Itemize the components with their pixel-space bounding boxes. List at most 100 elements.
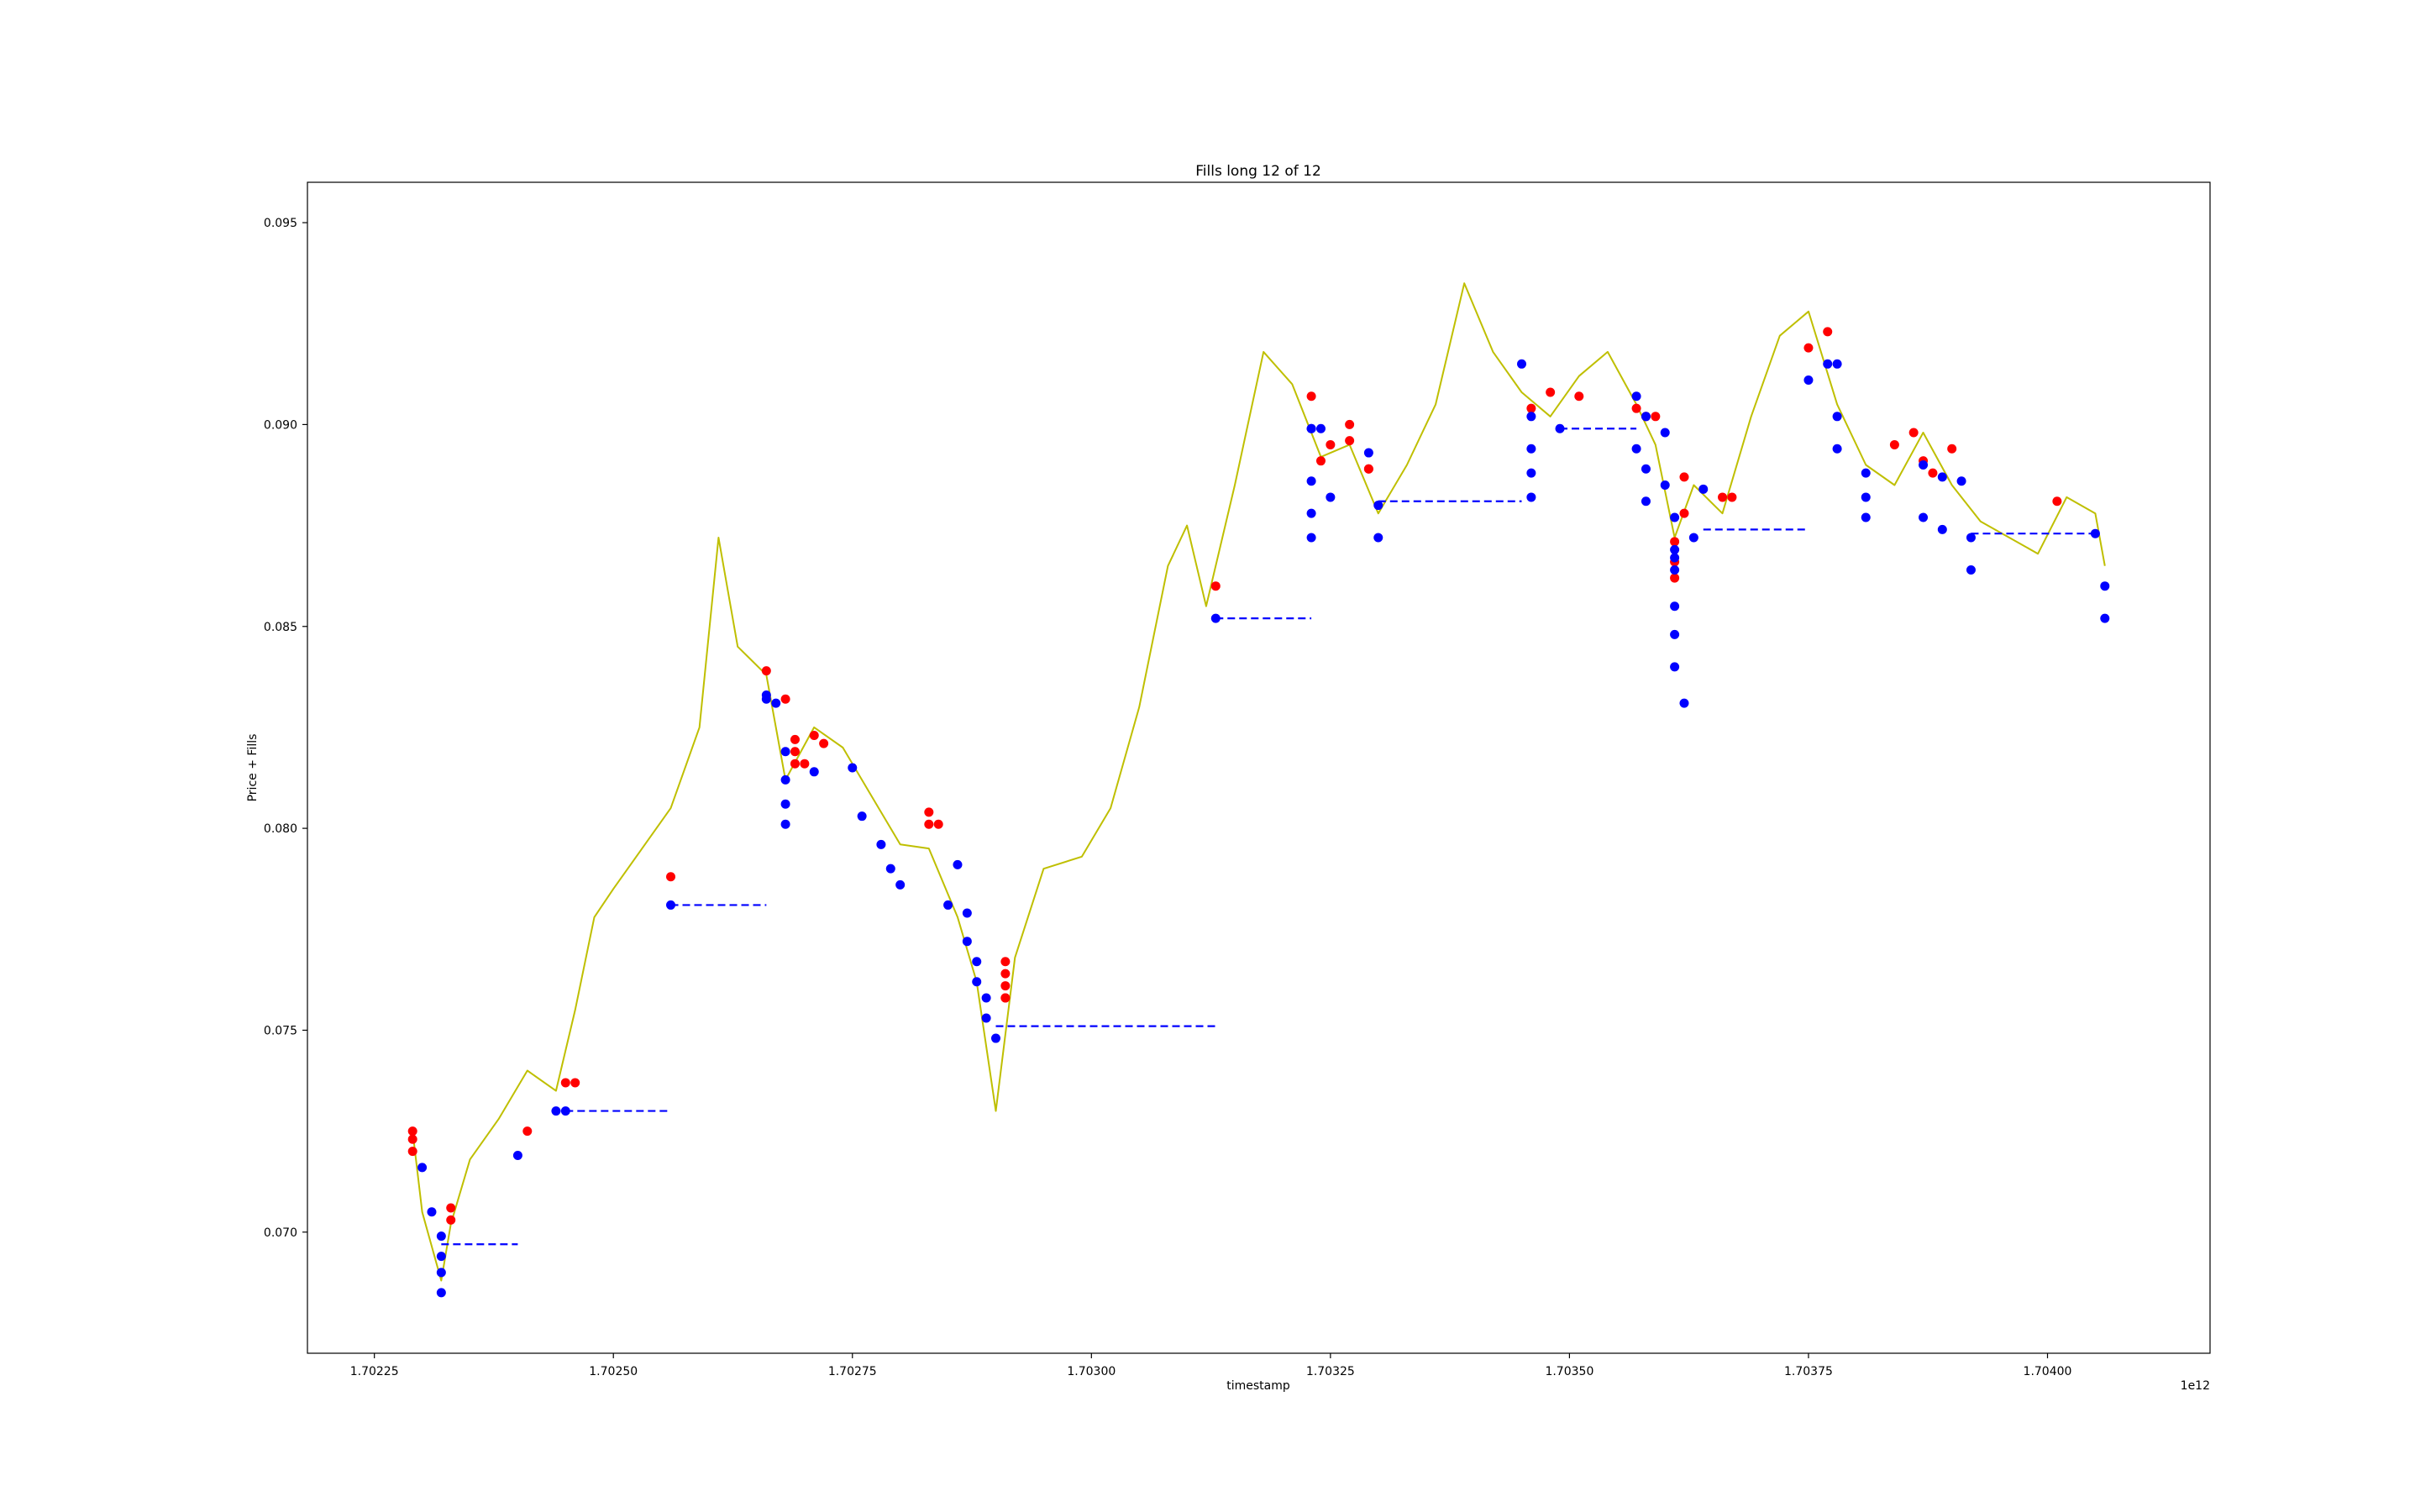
buy-fill-point — [943, 900, 953, 910]
sell-fill-point — [1631, 403, 1641, 413]
buy-fill-point — [1832, 359, 1842, 369]
plot-frame — [307, 181, 2211, 1354]
buy-fill-point — [962, 908, 972, 918]
sell-fill-point — [446, 1215, 456, 1225]
sell-fill-point — [2052, 496, 2062, 507]
buy-fill-point — [560, 1106, 570, 1116]
sell-fill-point — [1210, 581, 1221, 591]
buy-fill-point — [1966, 564, 1976, 575]
buy-fill-point — [1631, 391, 1641, 402]
sell-fill-point — [1000, 981, 1011, 991]
sell-fill-point — [790, 747, 800, 757]
sell-fill-point — [1670, 537, 1680, 547]
sell-fill-point — [1546, 387, 1556, 397]
buy-fill-point — [780, 774, 790, 785]
buy-fill-point — [1517, 359, 1527, 369]
sell-fill-point — [446, 1203, 456, 1213]
sell-fill-point — [522, 1126, 533, 1137]
buy-fill-point — [1861, 492, 1871, 502]
buy-fill-point — [876, 839, 886, 849]
buy-fill-point — [1315, 423, 1326, 433]
x-tick-label: 1.70275 — [828, 1365, 877, 1378]
buy-fill-point — [1698, 484, 1709, 494]
x-axis-offset-label: 1e12 — [2181, 1379, 2210, 1393]
sell-fill-point — [819, 738, 829, 748]
buy-fill-point — [1966, 533, 1976, 543]
sell-fill-point — [1823, 327, 1833, 337]
sell-fill-point — [790, 759, 800, 769]
sell-fill-point — [1718, 492, 1728, 502]
y-tick-label: 0.090 — [264, 418, 297, 432]
sell-fill-point — [407, 1134, 417, 1144]
sell-fill-point — [1363, 464, 1373, 474]
buy-fill-point — [1956, 476, 1966, 486]
sell-fill-point — [1574, 391, 1584, 402]
buy-fill-point — [848, 763, 858, 773]
sell-fill-point — [809, 731, 819, 741]
sell-fill-point — [924, 819, 934, 829]
buy-fill-point — [990, 1033, 1000, 1043]
x-tick-label: 1.70250 — [589, 1365, 638, 1378]
buy-fill-point — [1670, 662, 1680, 672]
sell-fill-point — [560, 1078, 570, 1088]
buy-fill-point — [1688, 533, 1698, 543]
buy-fill-point — [1641, 496, 1651, 507]
buy-fill-point — [1555, 423, 1565, 433]
y-tick-label: 0.080 — [264, 822, 297, 836]
sell-fill-point — [1000, 969, 1011, 979]
buy-fill-point — [1526, 468, 1536, 478]
buy-fill-point — [1670, 553, 1680, 563]
buy-fill-point — [1631, 444, 1641, 454]
price-line — [412, 282, 2106, 1282]
sell-fill-point — [1803, 343, 1814, 353]
sell-fill-point — [1670, 573, 1680, 583]
buy-fill-point — [1526, 444, 1536, 454]
y-tick-label: 0.070 — [264, 1226, 297, 1240]
buy-fill-point — [436, 1252, 446, 1262]
sell-fill-point — [933, 819, 943, 829]
buy-fill-point — [1670, 629, 1680, 639]
buy-fill-point — [885, 864, 895, 874]
buy-fill-point — [1919, 459, 1929, 470]
sell-fill-point — [1306, 391, 1316, 402]
buy-fill-point — [1526, 492, 1536, 502]
buy-fill-point — [1937, 524, 1947, 534]
buy-fill-point — [427, 1207, 437, 1217]
sell-fill-point — [1345, 436, 1355, 446]
sell-fill-point — [1947, 444, 1957, 454]
x-tick-label: 1.70375 — [1784, 1365, 1833, 1378]
buy-fill-point — [1861, 468, 1871, 478]
buy-fill-point — [2100, 613, 2110, 623]
buy-fill-point — [1660, 428, 1670, 438]
buy-fill-point — [2090, 528, 2100, 538]
sell-fill-point — [1315, 456, 1326, 466]
buy-fill-point — [1919, 512, 1929, 522]
buy-fill-point — [1210, 613, 1221, 623]
buy-fill-point — [1670, 564, 1680, 575]
sell-fill-point — [1908, 428, 1919, 438]
buy-fill-point — [771, 698, 781, 708]
y-tick-label: 0.095 — [264, 217, 297, 230]
buy-fill-point — [1326, 492, 1336, 502]
x-axis-label: timestamp — [1226, 1379, 1290, 1393]
sell-fill-point — [1326, 439, 1336, 449]
x-tick-label: 1.70400 — [2024, 1365, 2072, 1378]
sell-fill-point — [761, 666, 771, 676]
sell-fill-point — [570, 1078, 580, 1088]
buy-fill-point — [761, 694, 771, 704]
buy-fill-point — [551, 1106, 561, 1116]
buy-fill-point — [780, 747, 790, 757]
buy-fill-point — [1641, 412, 1651, 422]
sell-fill-point — [924, 807, 934, 817]
y-axis-label: Price + Fills — [246, 734, 260, 802]
plot-marks — [407, 282, 2110, 1298]
buy-fill-point — [1363, 448, 1373, 458]
sell-fill-point — [1000, 957, 1011, 967]
buy-fill-point — [1861, 512, 1871, 522]
buy-fill-point — [1670, 601, 1680, 612]
x-tick-label: 1.70325 — [1306, 1365, 1355, 1378]
buy-fill-point — [780, 819, 790, 829]
buy-fill-point — [1641, 464, 1651, 474]
buy-fill-point — [1306, 476, 1316, 486]
